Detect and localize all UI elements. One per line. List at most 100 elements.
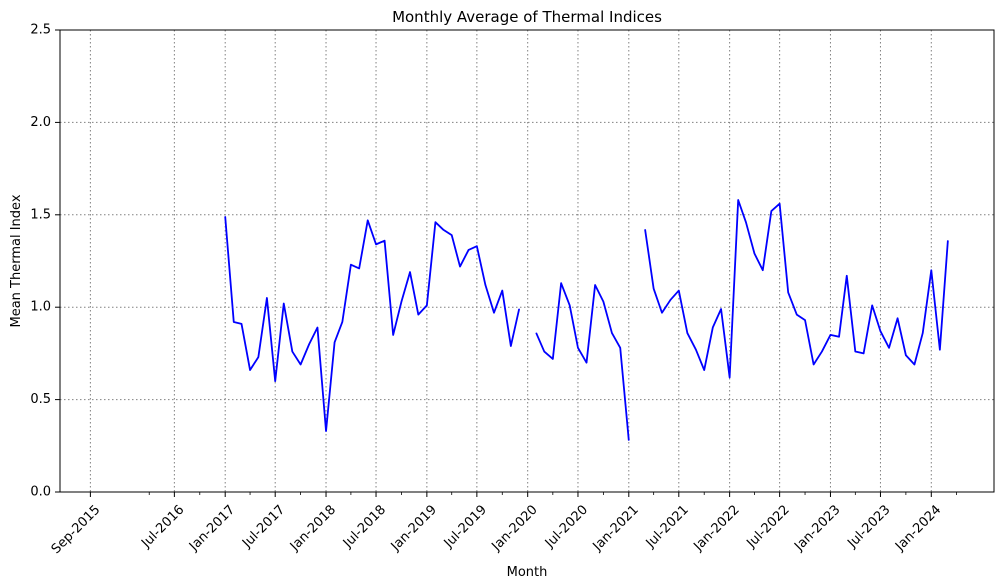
data-point xyxy=(729,376,731,379)
data-point xyxy=(350,264,352,266)
data-point xyxy=(804,319,806,321)
data-point xyxy=(653,288,655,290)
data-point xyxy=(779,203,781,205)
data-point xyxy=(266,297,268,299)
data-point xyxy=(879,330,882,332)
series-thermal-index xyxy=(224,199,949,441)
data-point xyxy=(333,341,336,343)
data-point xyxy=(678,289,680,292)
data-point xyxy=(283,302,285,305)
data-point xyxy=(871,304,873,306)
data-point xyxy=(569,304,571,306)
series-line-segment-2 xyxy=(535,282,630,441)
data-point xyxy=(594,284,596,286)
data-point xyxy=(863,352,865,354)
data-point xyxy=(291,350,293,353)
data-point xyxy=(762,269,764,271)
data-point xyxy=(434,221,437,223)
data-point xyxy=(854,350,856,353)
series-line-segment-1 xyxy=(224,216,521,432)
data-point xyxy=(686,332,688,334)
data-point xyxy=(484,284,487,286)
data-point xyxy=(358,267,360,269)
data-point xyxy=(341,321,343,323)
data-point xyxy=(611,332,613,334)
data-point xyxy=(233,321,235,323)
data-point xyxy=(619,347,621,349)
data-point xyxy=(745,221,747,223)
data-point xyxy=(821,350,823,353)
data-point xyxy=(409,271,411,273)
y-tick-label: 0.0 xyxy=(30,485,51,500)
data-point xyxy=(796,313,798,316)
data-point xyxy=(240,323,243,325)
data-point xyxy=(628,439,630,441)
y-tick-label: 1.5 xyxy=(30,207,51,222)
data-point xyxy=(316,326,319,329)
data-point xyxy=(451,234,453,236)
data-point xyxy=(939,349,941,351)
data-point xyxy=(308,343,310,345)
y-tick-label: 1.0 xyxy=(30,300,51,315)
x-axis-title: Month xyxy=(507,565,548,580)
y-tick-label: 2.5 xyxy=(30,23,51,38)
data-point xyxy=(930,269,932,271)
data-point xyxy=(249,369,251,371)
data-point xyxy=(467,249,470,251)
y-tick-label: 2.0 xyxy=(30,115,51,130)
data-point xyxy=(518,308,520,310)
data-point xyxy=(257,356,259,358)
data-point xyxy=(712,326,714,329)
data-point xyxy=(501,289,503,292)
data-point xyxy=(947,240,949,242)
data-point xyxy=(922,332,924,334)
y-axis: 0.0 0.5 1.0 1.5 2.0 2.5 xyxy=(30,23,60,500)
data-point xyxy=(846,275,848,277)
y-axis-title: Mean Thermal Index xyxy=(9,194,24,327)
data-point xyxy=(224,216,226,218)
data-point xyxy=(703,369,705,371)
data-point xyxy=(543,350,545,353)
data-point xyxy=(493,312,495,314)
data-point xyxy=(417,313,419,316)
data-point xyxy=(888,347,890,349)
data-point xyxy=(813,363,815,366)
data-point xyxy=(552,358,554,360)
data-point xyxy=(737,199,739,201)
data-point xyxy=(896,317,899,319)
data-point xyxy=(669,299,672,301)
data-point xyxy=(459,265,461,268)
y-tick-label: 0.5 xyxy=(30,392,51,407)
data-point xyxy=(426,304,428,306)
data-point xyxy=(375,243,377,245)
data-point xyxy=(300,363,302,366)
data-point xyxy=(602,301,604,303)
data-point xyxy=(577,347,579,349)
data-point xyxy=(383,240,386,242)
data-point xyxy=(905,354,907,356)
data-point xyxy=(770,210,772,212)
data-point xyxy=(829,334,832,336)
data-point xyxy=(787,291,789,294)
data-point xyxy=(560,282,562,284)
data-point xyxy=(325,430,327,432)
data-point xyxy=(695,349,697,351)
plot-frame xyxy=(59,29,995,493)
data-point xyxy=(367,219,369,221)
data-point xyxy=(913,363,916,366)
data-point xyxy=(644,228,646,231)
chart-title: Monthly Average of Thermal Indices xyxy=(392,8,662,26)
data-point xyxy=(274,380,276,382)
data-point xyxy=(400,301,403,303)
data-point xyxy=(720,308,722,310)
data-point xyxy=(510,345,512,347)
data-point xyxy=(392,334,394,336)
data-point xyxy=(535,332,537,334)
data-point xyxy=(838,336,840,338)
data-point xyxy=(476,245,478,247)
data-point xyxy=(442,228,444,231)
data-point xyxy=(661,312,663,314)
data-point xyxy=(585,362,588,364)
data-point xyxy=(753,253,756,255)
